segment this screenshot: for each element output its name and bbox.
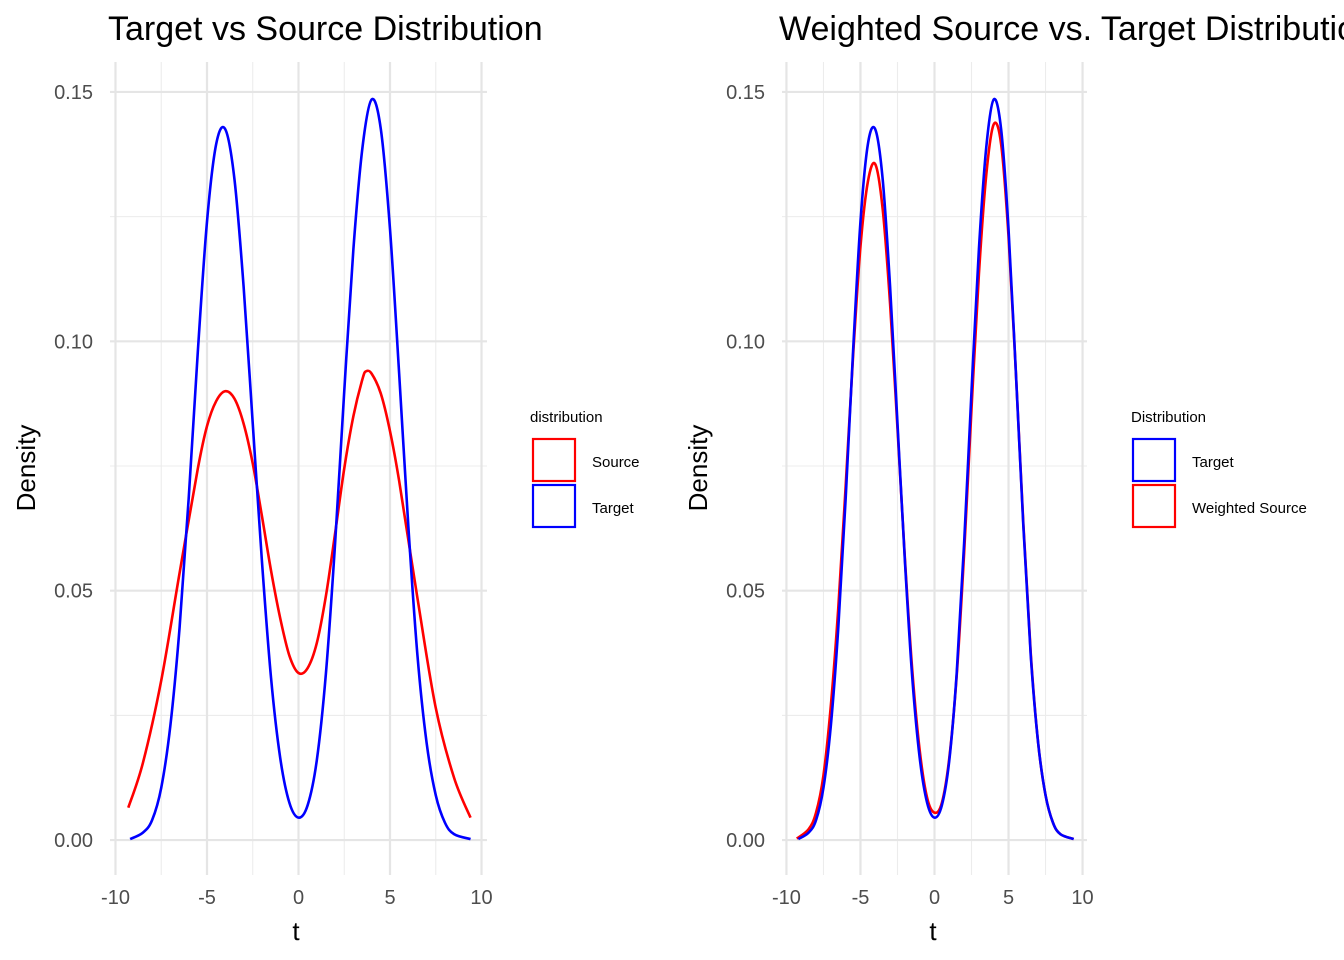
panel-2-y-axis-title: Density xyxy=(683,425,713,512)
panel-2-series xyxy=(795,97,1075,841)
panel-1-x-tick-label: -5 xyxy=(198,887,216,909)
panel-1-legend: distribution Source Target xyxy=(530,409,640,529)
panel-2-x-tick-label: -5 xyxy=(852,887,870,909)
panel-weighted-source-vs-target: Weighted Source vs. Target Distribution … xyxy=(683,10,1344,946)
panel-2-x-tick-label: 0 xyxy=(929,887,940,909)
panel-1-y-tick-label: 0.05 xyxy=(54,581,93,603)
panel-2-legend: Distribution Target Weighted Source xyxy=(1131,409,1307,529)
panel-2-y-tick-label: 0.05 xyxy=(726,581,765,603)
panel-2-legend-label-target: Target xyxy=(1192,454,1235,471)
panel-1-legend-key-source xyxy=(531,437,577,483)
panel-2-legend-key-weighted-source xyxy=(1131,483,1177,529)
panel-2-legend-label-weighted-source: Weighted Source xyxy=(1192,500,1307,517)
panel-1-y-tick-label: 0.10 xyxy=(54,331,93,353)
panel-2-x-axis-title: t xyxy=(929,916,937,946)
panel-2-series-target-line xyxy=(797,97,1075,841)
panel-2-legend-key-target xyxy=(1131,437,1177,483)
panel-1-legend-label-source: Source xyxy=(592,454,640,471)
panel-1-x-tick-label: 5 xyxy=(384,887,395,909)
panel-1-x-axis-title: t xyxy=(292,916,300,946)
panel-1-series-source-line xyxy=(127,369,472,819)
panel-1-y-tick-label: 0.00 xyxy=(54,830,93,852)
panel-2-x-tick-label: 10 xyxy=(1071,887,1093,909)
panel-2-y-tick-label: 0.15 xyxy=(726,82,765,104)
panel-1-x-tick-label: 10 xyxy=(470,887,492,909)
panel-2-y-tick-label: 0.10 xyxy=(726,331,765,353)
panel-1-series xyxy=(127,97,472,841)
panel-1-y-tick-label: 0.15 xyxy=(54,82,93,104)
panel-1-grid xyxy=(110,62,487,875)
panel-1-title: Target vs Source Distribution xyxy=(108,10,543,48)
panel-target-vs-source: Target vs Source Distribution t Density … xyxy=(11,10,640,946)
panel-2-x-tick-label: -10 xyxy=(772,887,801,909)
panel-1-x-tick-label: 0 xyxy=(293,887,304,909)
panel-1-legend-title: distribution xyxy=(530,409,603,426)
panel-1-tick-labels: -10 -5 0 5 10 0.00 0.05 0.10 0.15 xyxy=(54,82,493,909)
panel-1-legend-key-target xyxy=(531,483,577,529)
panel-2-x-tick-label: 5 xyxy=(1003,887,1014,909)
panel-2-legend-title: Distribution xyxy=(1131,409,1206,426)
panel-1-legend-label-target: Target xyxy=(592,500,635,517)
panel-2-y-tick-label: 0.00 xyxy=(726,830,765,852)
panel-1-x-tick-label: -10 xyxy=(101,887,130,909)
panel-2-tick-labels: -10 -5 0 5 10 0.00 0.05 0.10 0.15 xyxy=(726,82,1094,909)
panel-1-y-axis-title: Density xyxy=(11,425,41,512)
panel-1-series-target-line xyxy=(129,97,471,841)
panel-2-title: Weighted Source vs. Target Distribution xyxy=(779,10,1344,48)
